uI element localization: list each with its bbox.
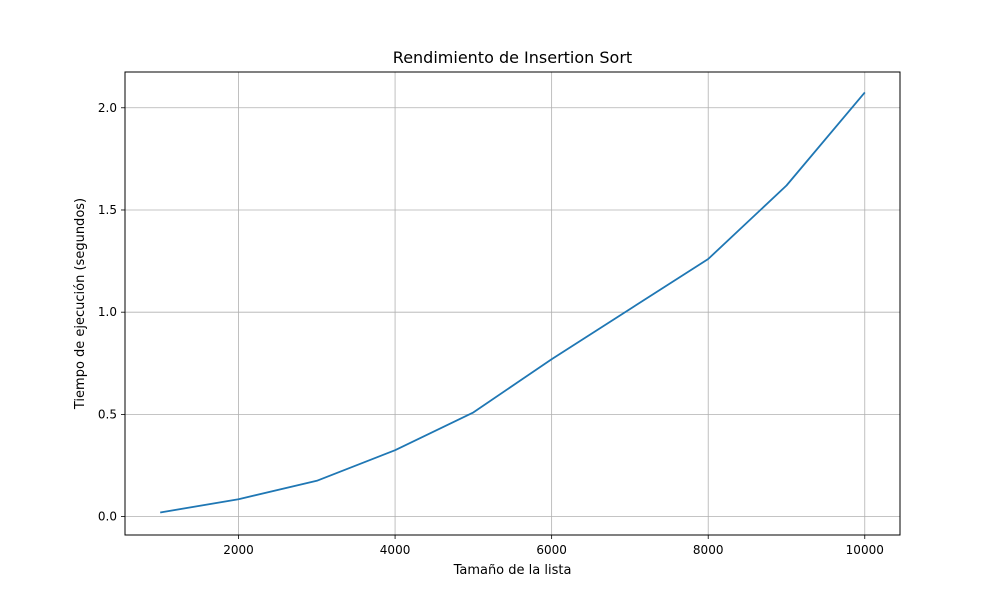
x-tick-label: 4000	[380, 543, 411, 557]
y-tick-label: 1.5	[98, 203, 117, 217]
y-axis: 0.0 0.5 1.0 1.5 2.0	[98, 101, 125, 524]
series-group	[160, 92, 865, 512]
y-tick-label: 0.5	[98, 407, 117, 421]
x-tick-label: 8000	[693, 543, 724, 557]
plot-frame	[125, 72, 900, 535]
x-tick-label: 6000	[536, 543, 567, 557]
series-line	[160, 92, 865, 512]
grid	[125, 72, 900, 535]
x-tick-label: 10000	[846, 543, 884, 557]
y-tick-label: 1.0	[98, 305, 117, 319]
x-axis: 2000 4000 6000 8000 10000	[223, 535, 884, 557]
y-tick-label: 2.0	[98, 101, 117, 115]
chart-title: Rendimiento de Insertion Sort	[393, 48, 632, 67]
y-axis-label: Tiempo de ejecución (segundos)	[73, 198, 88, 410]
x-tick-label: 2000	[223, 543, 254, 557]
x-axis-label: Tamaño de la lista	[453, 563, 572, 578]
y-tick-label: 0.0	[98, 510, 117, 524]
